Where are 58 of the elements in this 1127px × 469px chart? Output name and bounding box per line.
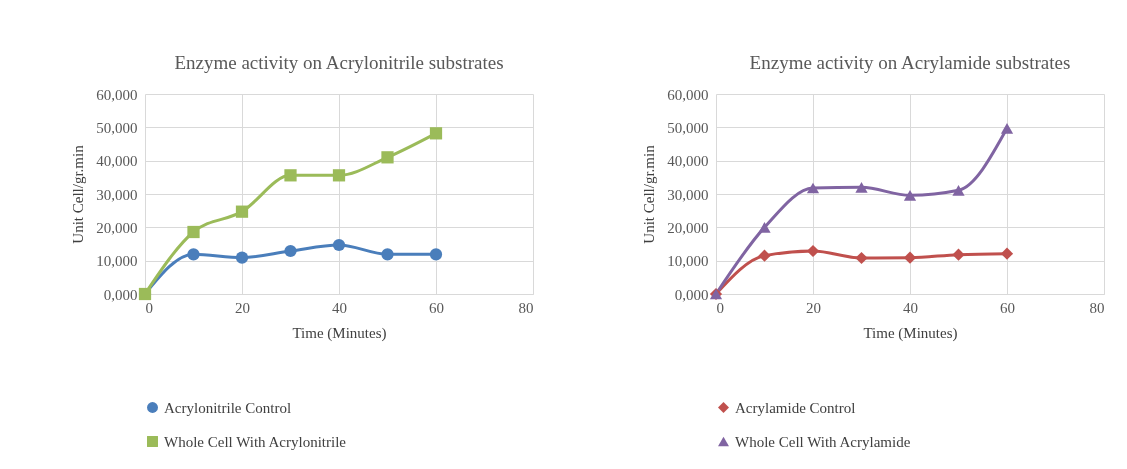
y-tick-label: 20,000 <box>96 219 138 236</box>
x-tick-label: 60 <box>429 299 444 316</box>
y-tick-label: 60,000 <box>96 86 138 103</box>
point <box>284 169 297 182</box>
point <box>952 185 965 196</box>
point <box>903 190 917 201</box>
legend-label: Whole Cell With Acrylamide <box>735 433 911 450</box>
chart-title: Enzyme activity on Acrylonitrile substrates <box>174 52 504 73</box>
x-tick-label: 80 <box>518 299 534 316</box>
x-tick-label: 40 <box>332 299 347 316</box>
y-tick-label: 10,000 <box>667 253 709 270</box>
x-axis-title: Time (Minutes) <box>292 324 387 342</box>
legend-label: Acrylamide Control <box>735 399 856 416</box>
point <box>235 251 249 264</box>
point <box>381 151 394 164</box>
y-tick-label: 10,000 <box>96 253 138 270</box>
chart-title: Enzyme activity on Acrylamide substrates <box>749 52 1071 73</box>
y-axis-title: Unit Cell/gr.min <box>641 144 658 244</box>
y-tick-label: 50,000 <box>96 119 138 136</box>
y-tick-label: 50,000 <box>667 119 709 136</box>
y-tick-label: 40,000 <box>667 153 709 170</box>
point <box>429 127 443 140</box>
y-tick-label: 0,000 <box>103 286 138 303</box>
y-tick-label: 20,000 <box>667 219 709 236</box>
point <box>284 244 297 258</box>
point <box>1000 123 1014 134</box>
y-tick-label: 30,000 <box>96 186 138 203</box>
point <box>332 238 346 252</box>
x-tick-label: 40 <box>903 299 918 316</box>
x-tick-label: 20 <box>235 299 250 316</box>
point <box>806 182 820 194</box>
y-tick-label: 30,000 <box>667 186 709 203</box>
point <box>1000 247 1014 260</box>
point <box>235 205 249 218</box>
point <box>429 248 443 261</box>
y-axis-title: Unit Cell/gr.min <box>70 144 87 244</box>
legend-label: Acrylonitrile Control <box>164 399 292 416</box>
x-axis-title: Time (Minutes) <box>863 324 958 342</box>
x-tick-label: 20 <box>806 299 821 316</box>
x-tick-label: 60 <box>1000 299 1015 316</box>
point <box>855 182 868 193</box>
x-tick-label: 80 <box>1089 299 1105 316</box>
x-tick-label: 0 <box>145 299 153 316</box>
point <box>187 248 200 261</box>
point <box>758 249 771 262</box>
point <box>332 169 346 182</box>
point <box>806 244 820 258</box>
point <box>758 222 771 233</box>
x-tick-label: 0 <box>716 299 724 316</box>
point <box>187 225 200 239</box>
y-tick-label: 60,000 <box>667 86 709 103</box>
point <box>903 251 917 264</box>
legend-label: Whole Cell With Acrylonitrile <box>164 433 347 450</box>
point <box>952 248 965 261</box>
point <box>381 248 394 261</box>
y-tick-label: 0,000 <box>674 286 709 303</box>
point <box>855 251 868 265</box>
y-tick-label: 40,000 <box>96 153 138 170</box>
